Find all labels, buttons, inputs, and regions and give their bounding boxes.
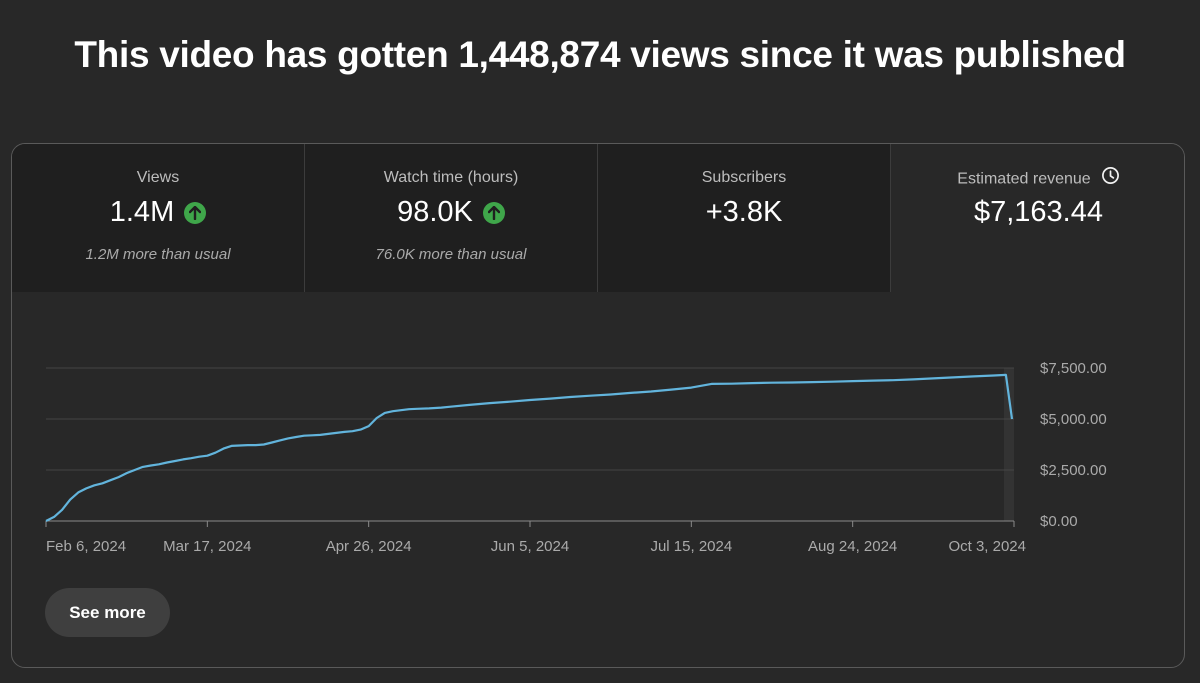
x-tick-label: Mar 17, 2024 bbox=[163, 538, 251, 555]
revenue-line-chart: $0.00 $2,500.00 $5,000.00 $7,500.00 Feb 6, 2… bbox=[45, 360, 1107, 555]
analytics-card: Views 1.4M 1.2M more than usual Watch ti… bbox=[11, 143, 1185, 668]
metric-label: Views bbox=[136, 169, 180, 186]
x-tick-label: Feb 6, 2024 bbox=[46, 538, 126, 555]
metric-tab-estimated-revenue[interactable]: Estimated revenue $7,163.44 bbox=[891, 144, 1184, 292]
metric-label: Watch time (hours) bbox=[383, 169, 519, 186]
x-tick-label: Aug 24, 2024 bbox=[808, 538, 897, 555]
y-tick-label: $7,500.00 bbox=[1040, 360, 1107, 377]
arrow-up-icon bbox=[482, 201, 505, 224]
x-tick-label: Jul 15, 2024 bbox=[650, 538, 732, 555]
metric-value: 98.0K bbox=[397, 196, 473, 228]
x-tick-label: Jun 5, 2024 bbox=[491, 538, 569, 555]
metric-value: 1.4M bbox=[109, 196, 175, 228]
y-tick-label: $5,000.00 bbox=[1040, 411, 1107, 428]
metric-tab-watch-time[interactable]: Watch time (hours) 98.0K 76.0K more than… bbox=[305, 144, 598, 292]
revenue-line-series bbox=[45, 373, 1014, 522]
arrow-up-icon bbox=[184, 201, 207, 224]
page-headline: This video has gotten 1,448,874 views si… bbox=[74, 34, 1126, 75]
y-tick-label: $2,500.00 bbox=[1040, 462, 1107, 479]
metric-tab-views[interactable]: Views 1.4M 1.2M more than usual bbox=[12, 144, 305, 292]
metric-tabs: Views 1.4M 1.2M more than usual Watch ti… bbox=[12, 144, 1184, 292]
metric-label: Subscribers bbox=[701, 169, 787, 186]
metric-note: 76.0K more than usual bbox=[375, 246, 527, 263]
metric-note: 1.2M more than usual bbox=[85, 246, 231, 263]
metric-tab-subscribers[interactable]: Subscribers +3.8K bbox=[598, 144, 891, 292]
clock-icon bbox=[1101, 166, 1120, 190]
metric-label-row: Estimated revenue bbox=[891, 166, 1184, 190]
see-more-button[interactable]: See more bbox=[45, 588, 170, 637]
current-period-band bbox=[1004, 368, 1014, 521]
y-tick-label: $0.00 bbox=[1040, 513, 1078, 530]
x-tick-label: Oct 3, 2024 bbox=[948, 538, 1026, 555]
x-tick-label: Apr 26, 2024 bbox=[326, 538, 412, 555]
metric-value: $7,163.44 bbox=[973, 196, 1103, 228]
metric-value: +3.8K bbox=[705, 196, 783, 228]
metric-label: Estimated revenue bbox=[957, 170, 1091, 188]
